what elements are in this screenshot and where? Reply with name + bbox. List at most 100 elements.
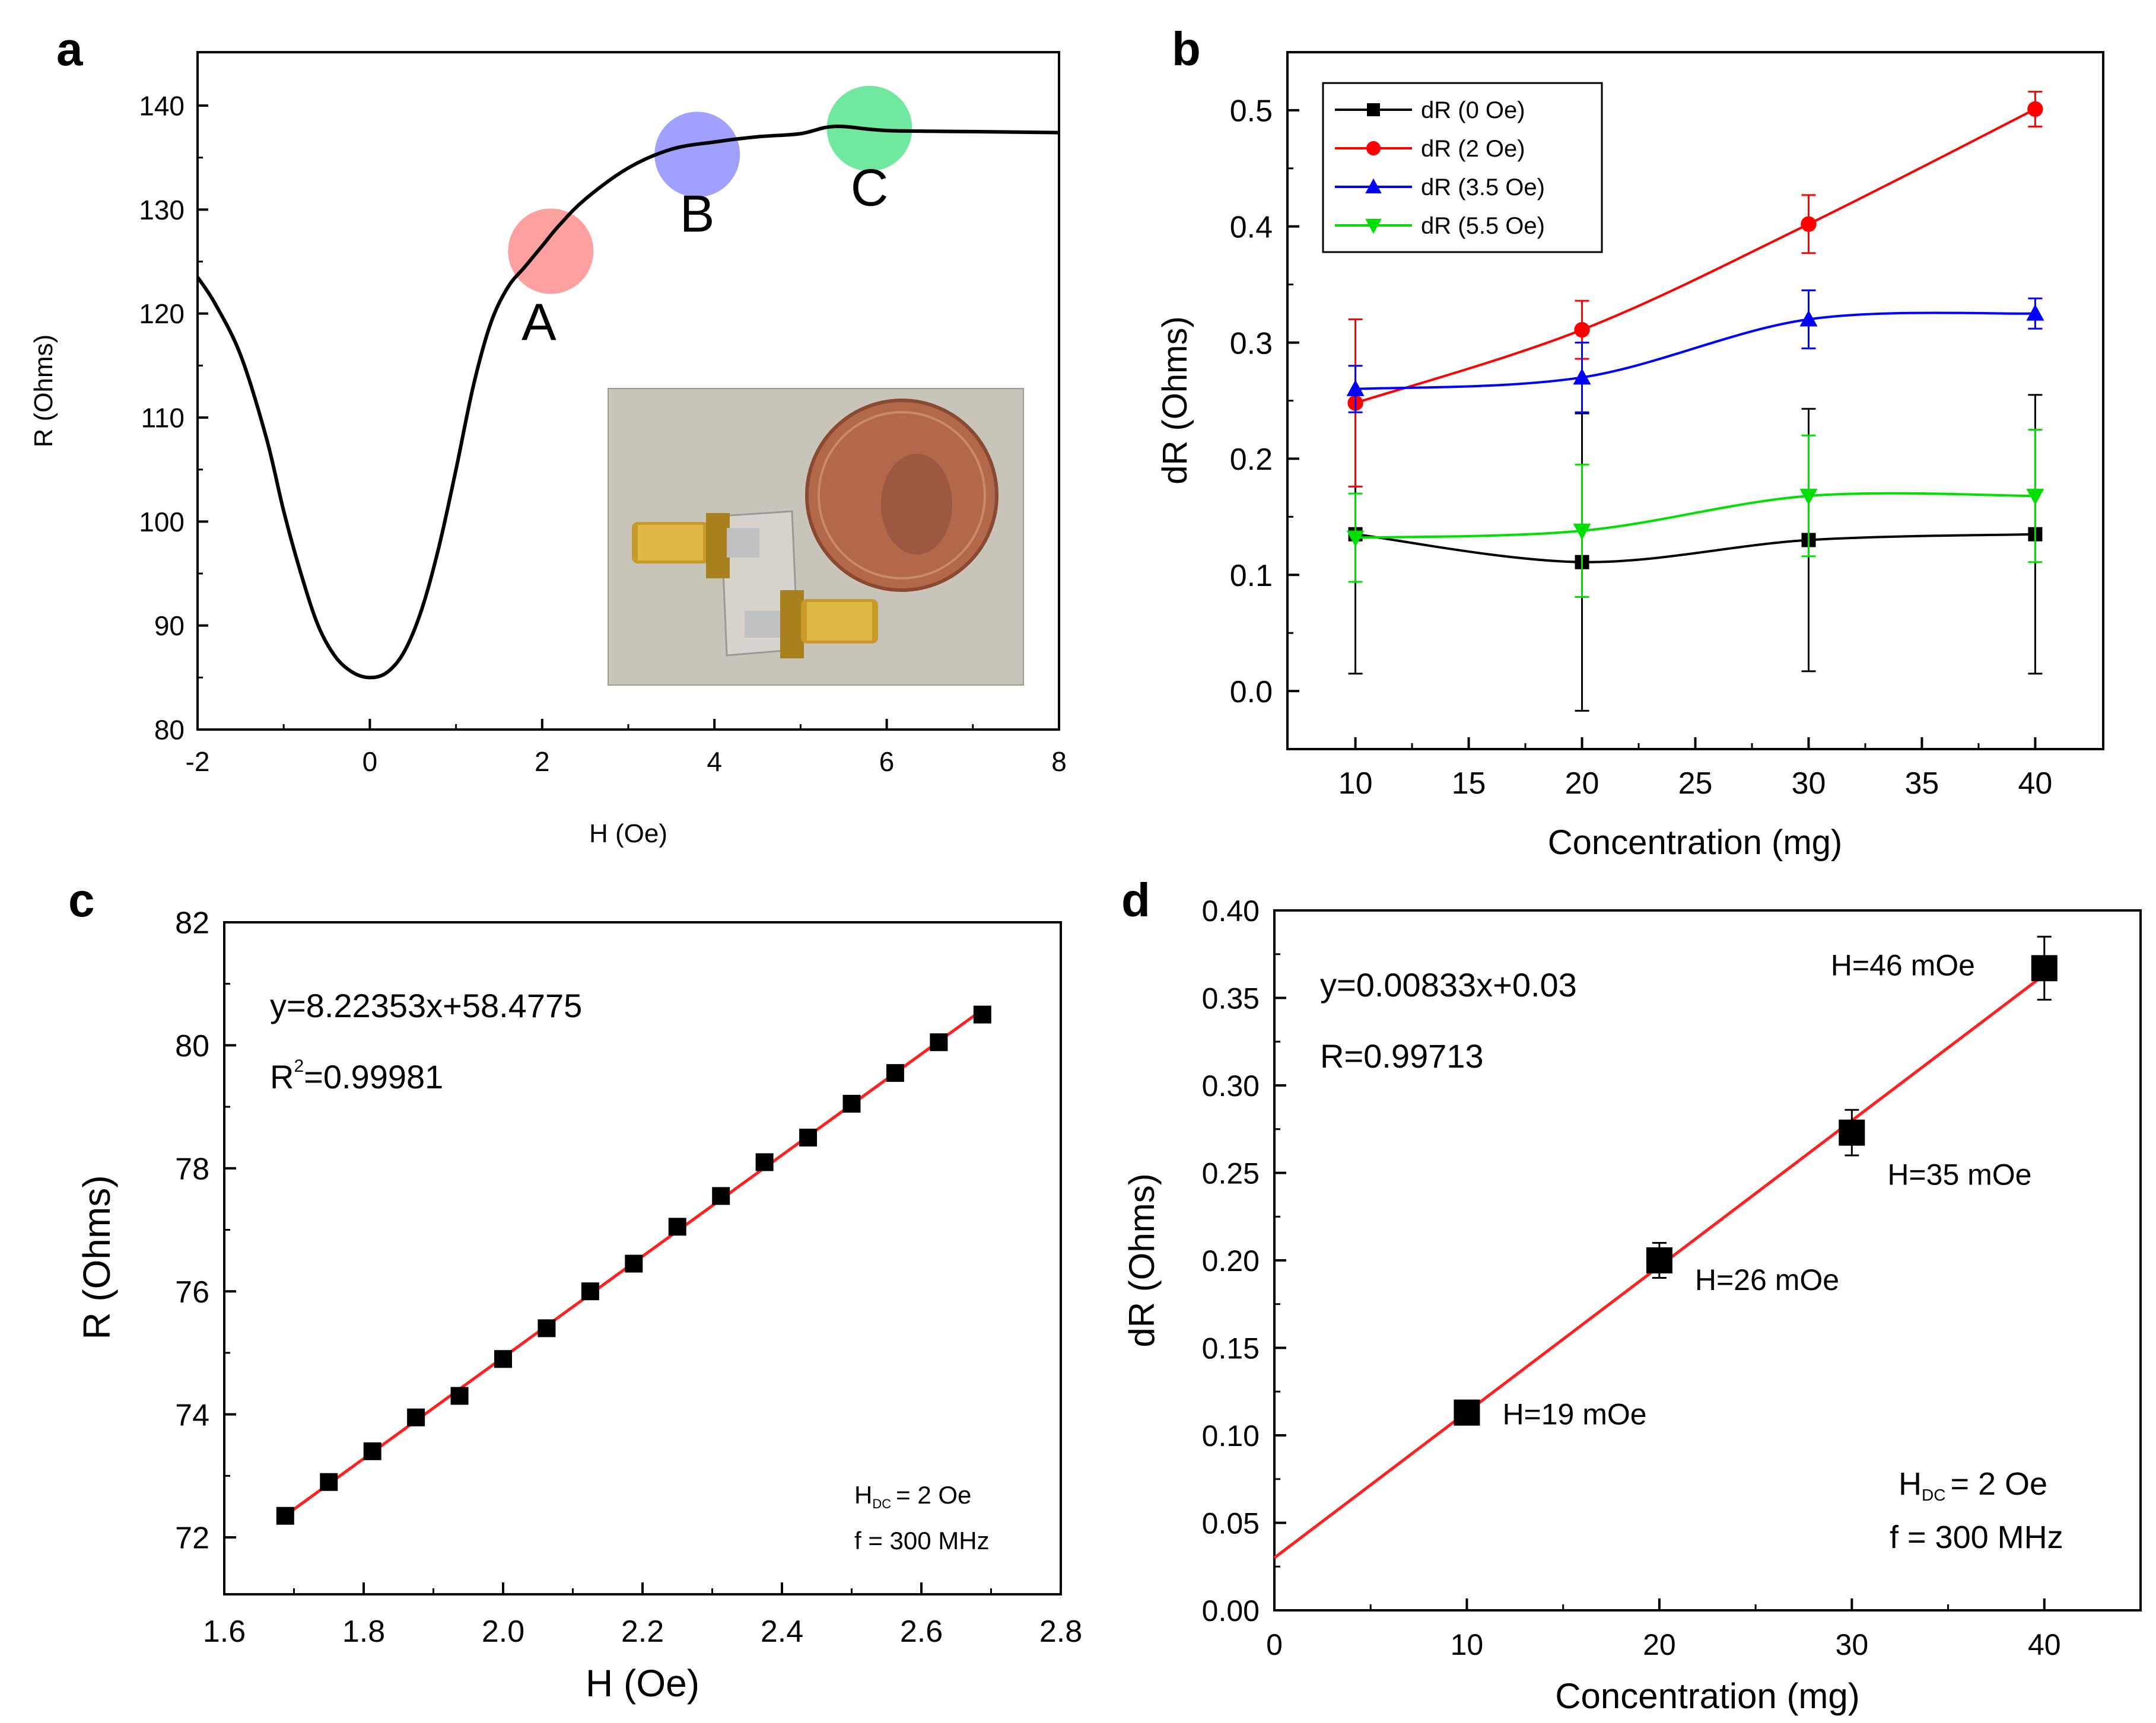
plot-frame-d <box>1273 909 2142 1611</box>
x-tick-label: 40 <box>2018 766 2052 801</box>
point-label: H=46 mOe <box>1831 948 1975 982</box>
note-h-value-d: = 2 Oe <box>1950 1466 2047 1502</box>
note-h-sub-d: DC <box>1922 1486 1945 1504</box>
r-value-d: R=0.99713 <box>1320 1037 1484 1075</box>
note-h-value-c: = 2 Oe <box>896 1481 971 1509</box>
axis-ticks-c: 1.6 1.8 2.0 2.2 2.4 2.6 2.8 72 74 76 78 80 82 <box>175 906 1082 1649</box>
legend-label: dR (3.5 Oe) <box>1421 174 1545 200</box>
point-label: H=19 mOe <box>1502 1398 1646 1431</box>
y-tick-label: 0.0 <box>1230 675 1273 709</box>
panel-label-b: b <box>1172 23 1201 75</box>
y-tick-label: 90 <box>154 610 185 641</box>
legend-label: dR (2 Oe) <box>1421 136 1525 162</box>
panel-label-a: a <box>56 23 83 75</box>
annotations-a: A B C <box>521 158 888 352</box>
data-point <box>581 1282 599 1301</box>
marker-b <box>654 112 740 198</box>
x-axis-label-c: H (Oe) <box>586 1662 699 1705</box>
data-point <box>2027 101 2043 117</box>
data-point <box>2031 955 2058 982</box>
y-axis-label-d: dR (Ohms) <box>1122 1173 1162 1347</box>
axis-ticks-a: -2 0 2 4 6 8 80 90 100 110 120 130 140 <box>139 91 1067 777</box>
x-tick-label: 6 <box>879 746 895 777</box>
panel-b: 10 15 20 25 30 35 40 0.0 0.1 0.2 0.3 0.4 0.5 dR (0 O… <box>1156 51 2104 862</box>
series-line <box>1354 108 2036 405</box>
legend-b: dR (0 Oe) dR (2 Oe) dR (3.5 Oe) dR (5.5 Oe) <box>1322 82 1603 253</box>
x-tick-label: 2.0 <box>482 1614 524 1649</box>
legend-marker <box>1366 141 1381 156</box>
series-line <box>1355 533 2036 563</box>
axis-ticks-d: 0 10 20 30 40 0.00 0.05 0.10 0.15 0.20 0.25 0.30 0.3… <box>1202 894 2061 1661</box>
x-tick-label: 15 <box>1452 766 1486 801</box>
data-point <box>930 1033 948 1052</box>
points-c <box>276 1005 991 1525</box>
panel-d: 0 10 20 30 40 0.00 0.05 0.10 0.15 0.20 0.25 0.30 0.3… <box>1122 894 2142 1716</box>
x-tick-label: 20 <box>1643 1628 1676 1661</box>
data-point <box>450 1387 469 1405</box>
x-tick-label: 1.8 <box>342 1614 385 1649</box>
data-point <box>973 1005 991 1024</box>
y-tick-label: 76 <box>175 1275 209 1310</box>
data-point <box>1799 310 1818 327</box>
equation-d: y=0.00833x+0.03 <box>1320 966 1577 1004</box>
points-d: H=19 mOe H=26 mOe H=35 mOe H=46 mOe <box>1454 935 2058 1431</box>
data-point <box>799 1128 818 1146</box>
data-point <box>755 1153 774 1171</box>
x-axis-label-b: Concentration (mg) <box>1548 823 1842 862</box>
y-tick-label: 0.5 <box>1230 94 1273 129</box>
data-point <box>407 1408 425 1426</box>
annotation-label-a: A <box>521 292 557 351</box>
data-point <box>2026 304 2044 321</box>
data-point <box>1799 489 1818 505</box>
annotation-label-b: B <box>680 184 715 243</box>
x-tick-label: -2 <box>186 746 210 777</box>
y-tick-label: 0.20 <box>1202 1244 1260 1278</box>
x-tick-label: 2.2 <box>621 1614 664 1649</box>
data-point <box>320 1473 338 1491</box>
y-tick-label: 0.30 <box>1202 1069 1260 1103</box>
y-axis-label-c: R (Ohms) <box>75 1175 118 1339</box>
note-h-sub-c: DC <box>872 1496 891 1511</box>
x-tick-label: 2.6 <box>900 1614 943 1649</box>
data-point <box>1801 216 1817 233</box>
y-tick-label: 100 <box>139 507 185 537</box>
x-tick-label: 0 <box>1266 1628 1283 1661</box>
x-tick-label: 10 <box>1451 1628 1484 1661</box>
data-point <box>1839 1119 1865 1146</box>
data-point <box>538 1319 556 1337</box>
legend-marker <box>1365 178 1382 193</box>
r2-sup-c: 2 <box>294 1056 304 1076</box>
x-tick-label: 0 <box>362 746 378 777</box>
legend-marker <box>1367 103 1380 116</box>
x-tick-label: 2.4 <box>761 1614 803 1649</box>
y-tick-label: 120 <box>139 298 185 329</box>
y-tick-label: 0.10 <box>1202 1419 1260 1453</box>
panel-c: 1.6 1.8 2.0 2.2 2.4 2.6 2.8 72 74 76 78 80 82 y=8.22… <box>75 906 1082 1705</box>
x-tick-label: 2 <box>535 746 550 777</box>
data-point <box>2026 489 2044 505</box>
x-tick-label: 2.8 <box>1039 1614 1082 1649</box>
x-tick-label: 40 <box>2028 1628 2061 1661</box>
data-point <box>1646 1247 1672 1273</box>
y-tick-label: 0.2 <box>1230 442 1273 477</box>
x-tick-label: 8 <box>1051 746 1067 777</box>
y-tick-label: 140 <box>139 91 185 122</box>
legend-label: dR (0 Oe) <box>1421 97 1525 123</box>
y-tick-label: 110 <box>141 403 185 434</box>
note-f-c: f = 300 MHz <box>854 1527 990 1555</box>
point-label: H=35 mOe <box>1887 1158 2031 1192</box>
y-tick-label: 72 <box>175 1521 209 1556</box>
note-f-d: f = 300 MHz <box>1890 1520 2063 1555</box>
x-axis-label-a: H (Oe) <box>589 819 667 848</box>
y-tick-label: 0.4 <box>1230 210 1273 244</box>
sma-connector-icon <box>632 513 759 578</box>
data-point <box>842 1094 861 1113</box>
note-h-c: H <box>854 1481 872 1509</box>
y-tick-label: 78 <box>175 1152 209 1187</box>
panel-a: -2 0 2 4 6 8 80 90 100 110 120 130 140 A B C H (Oe) R … <box>29 51 1067 848</box>
data-point <box>276 1507 294 1525</box>
y-tick-label: 0.1 <box>1230 559 1273 593</box>
r2-value-c: =0.99981 <box>304 1058 443 1095</box>
y-tick-label: 74 <box>175 1398 209 1432</box>
